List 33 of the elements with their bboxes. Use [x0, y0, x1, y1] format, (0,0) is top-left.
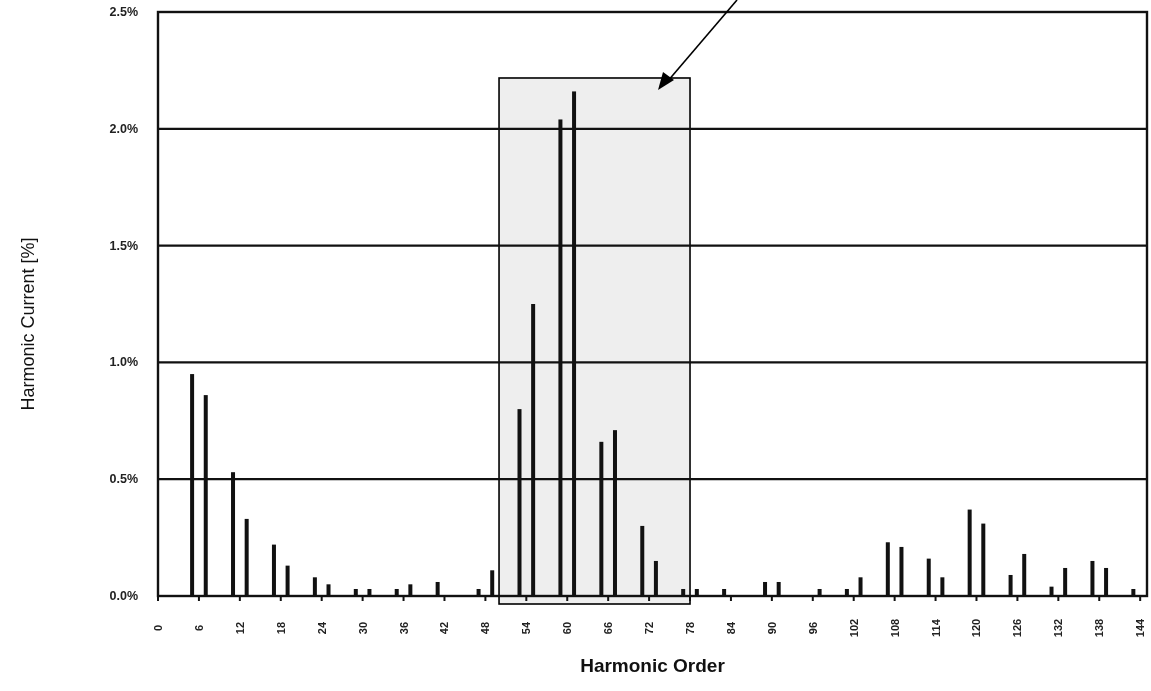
x-tick-label: 18 — [274, 621, 287, 635]
y-tick-label: 1.5% — [109, 238, 138, 253]
x-tick-label: 126 — [1011, 618, 1024, 638]
x-tick-label: 84 — [724, 621, 737, 635]
x-tick-label: 48 — [479, 621, 492, 635]
x-tick-label: 72 — [643, 621, 656, 635]
x-tick-label: 12 — [233, 621, 246, 635]
y-tick-label: 0.0% — [109, 589, 138, 603]
x-tick-label: 90 — [765, 621, 778, 635]
x-tick-label: 6 — [192, 624, 205, 632]
x-axis-title: Harmonic Order — [580, 654, 726, 676]
x-tick-label: 78 — [684, 621, 697, 635]
x-tick-label: 138 — [1093, 618, 1106, 638]
x-tick-label: 102 — [847, 618, 860, 638]
x-tick-label: 24 — [315, 621, 328, 635]
x-tick-label: 0 — [152, 624, 164, 632]
x-tick-label: 120 — [970, 618, 983, 638]
x-tick-label: 66 — [602, 621, 615, 635]
x-tick-label: 36 — [397, 621, 410, 635]
y-tick-label: 2.5% — [109, 5, 138, 19]
x-tick-label: 144 — [1134, 617, 1147, 638]
y-tick-label: 1.0% — [109, 355, 138, 370]
x-tick-label: 132 — [1052, 618, 1065, 638]
y-tick-label: 0.5% — [109, 472, 138, 487]
x-tick-label: 54 — [520, 621, 533, 635]
y-tick-label: 2.0% — [109, 121, 138, 136]
x-tick-label: 108 — [888, 618, 901, 638]
x-tick-label: 42 — [438, 621, 451, 635]
x-tick-label: 114 — [929, 618, 942, 637]
y-axis-title: Harmonic Current [%] — [18, 237, 38, 411]
x-tick-label: 96 — [806, 621, 819, 635]
x-tick-label: 30 — [356, 621, 369, 635]
x-tick-label: 60 — [561, 621, 574, 635]
